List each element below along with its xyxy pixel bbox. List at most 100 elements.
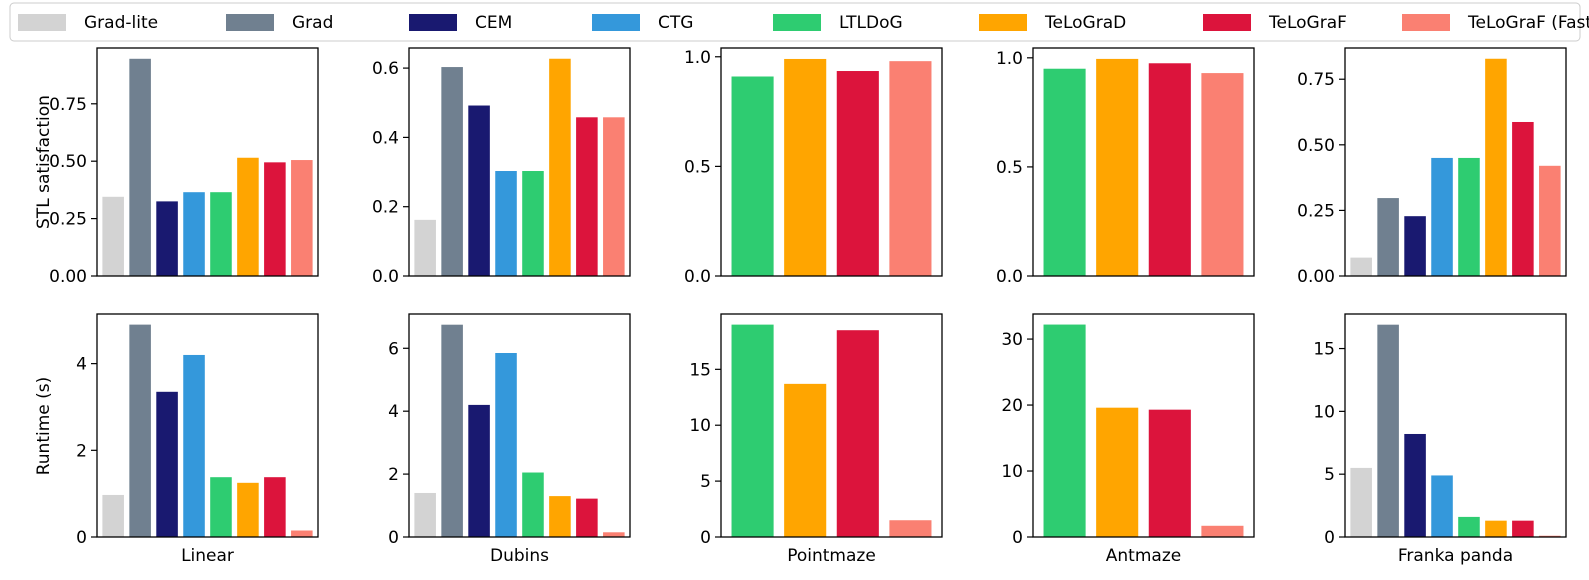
ytick-label-9-0: 0 (1324, 528, 1335, 548)
bar-5-grad-lite (102, 494, 124, 537)
legend-label-6: TeLoGraF (1268, 13, 1347, 33)
x-axis-label-8: Antmaze (1106, 546, 1181, 566)
bar-5-telograf (264, 477, 286, 537)
legend-label-3: CTG (658, 13, 693, 33)
bar-5-ltldog (210, 477, 232, 537)
bar-0-telograf (264, 162, 286, 276)
ytick-label-0-0: 0.00 (49, 267, 87, 287)
legend-label-7: TeLoGraF (Fast) (1467, 13, 1589, 33)
bar-0-grad-lite (102, 196, 124, 276)
bar-1-ltldog (522, 171, 544, 276)
axes-frame-6 (408, 313, 631, 538)
legend-swatch-6 (1203, 14, 1251, 31)
bar-6-telograd (549, 496, 571, 537)
bar-4-grad (1377, 198, 1399, 276)
x-axis-label-7: Pointmaze (787, 546, 876, 566)
ytick-label-6-1: 2 (388, 465, 399, 485)
ytick-label-3-0: 0.0 (996, 267, 1023, 287)
ytick-label-2-2: 1.0 (684, 48, 711, 68)
legend-swatch-2 (409, 14, 457, 31)
bar-8-telograf-fast- (1201, 525, 1244, 537)
bar-5-telograf-fast- (291, 530, 313, 537)
bar-5-grad (129, 324, 151, 537)
ytick-label-3-2: 1.0 (996, 49, 1023, 69)
bar-6-telograf-fast- (603, 532, 625, 537)
bar-8-telograd (1096, 407, 1139, 537)
ytick-label-1-0: 0.0 (372, 267, 399, 287)
legend-swatch-4 (773, 14, 821, 31)
ytick-label-2-0: 0.0 (684, 267, 711, 287)
ytick-label-0-2: 0.50 (49, 152, 87, 172)
bar-6-ltldog (522, 472, 544, 537)
bar-0-ctg (183, 192, 205, 276)
axes-frame-8 (1032, 313, 1255, 538)
bar-4-telograd (1485, 58, 1507, 277)
ytick-label-7-3: 15 (689, 360, 711, 380)
axes-frame-5 (96, 313, 319, 538)
ytick-label-0-1: 0.25 (49, 210, 87, 230)
bar-6-cem (468, 404, 490, 537)
bar-9-ctg (1431, 475, 1453, 537)
legend-label-0: Grad-lite (84, 13, 158, 33)
bar-2-telograf (836, 71, 879, 277)
bar-4-cem (1404, 216, 1426, 276)
bar-4-telograf (1512, 121, 1534, 276)
bar-4-ctg (1431, 157, 1453, 276)
ytick-label-8-1: 10 (1001, 462, 1023, 482)
x-axis-label-6: Dubins (490, 546, 549, 566)
ytick-label-7-1: 5 (700, 472, 711, 492)
bar-1-grad-lite (414, 219, 436, 276)
x-axis-label-9: Franka panda (1398, 546, 1513, 566)
bar-1-cem (468, 105, 490, 276)
legend-swatch-7 (1402, 14, 1450, 31)
bar-0-telograf-fast- (291, 160, 313, 276)
y-axis-label-top: STL satisfaction (34, 95, 54, 229)
bar-9-telograf (1512, 520, 1534, 537)
ytick-label-9-2: 10 (1313, 402, 1335, 422)
axes-frame-9 (1344, 313, 1567, 538)
bar-6-telograf (576, 498, 598, 537)
ytick-label-4-2: 0.50 (1297, 136, 1335, 156)
legend-label-1: Grad (292, 13, 333, 33)
ytick-label-8-0: 0 (1012, 528, 1023, 548)
bar-9-grad (1377, 324, 1399, 537)
ytick-label-4-1: 0.25 (1297, 201, 1335, 221)
bar-0-telograd (237, 157, 259, 276)
bar-2-ltldog (731, 76, 774, 276)
bar-8-telograf (1148, 409, 1191, 537)
ytick-label-6-3: 6 (388, 339, 399, 359)
bar-2-telograf-fast- (889, 61, 932, 277)
bar-9-cem (1404, 433, 1426, 537)
axes-frame-4 (1344, 47, 1567, 277)
ytick-label-6-0: 0 (388, 528, 399, 548)
ytick-label-3-1: 0.5 (996, 158, 1023, 178)
ytick-label-5-2: 4 (76, 355, 87, 375)
axes-frame-2 (720, 47, 943, 277)
x-axis-label-5: Linear (181, 546, 234, 566)
bar-1-ctg (495, 171, 517, 276)
bar-1-grad (441, 67, 463, 277)
bar-4-grad-lite (1350, 257, 1372, 276)
legend-swatch-3 (592, 14, 640, 31)
bar-1-telograf-fast- (603, 117, 625, 277)
bar-8-ltldog (1043, 324, 1086, 537)
legend-label-2: CEM (475, 13, 512, 33)
ytick-label-1-2: 0.4 (372, 128, 399, 148)
ytick-label-7-2: 10 (689, 416, 711, 436)
ytick-label-8-3: 30 (1001, 330, 1023, 350)
bar-7-telograf-fast- (889, 520, 932, 537)
bar-5-ctg (183, 354, 205, 537)
bar-3-telograf-fast- (1201, 73, 1244, 276)
legend-label-5: TeLoGraD (1044, 13, 1126, 33)
bar-7-telograf (836, 330, 879, 537)
axes-frame-3 (1032, 47, 1255, 277)
bar-6-grad (441, 324, 463, 537)
bar-6-grad-lite (414, 492, 436, 537)
ytick-label-8-2: 20 (1001, 396, 1023, 416)
ytick-label-4-0: 0.00 (1297, 267, 1335, 287)
bar-7-ltldog (731, 324, 774, 537)
bar-5-telograd (237, 482, 259, 537)
bar-4-telograf-fast- (1539, 165, 1561, 276)
ytick-label-1-3: 0.6 (372, 59, 399, 79)
y-axis-label-bottom: Runtime (s) (34, 377, 54, 476)
